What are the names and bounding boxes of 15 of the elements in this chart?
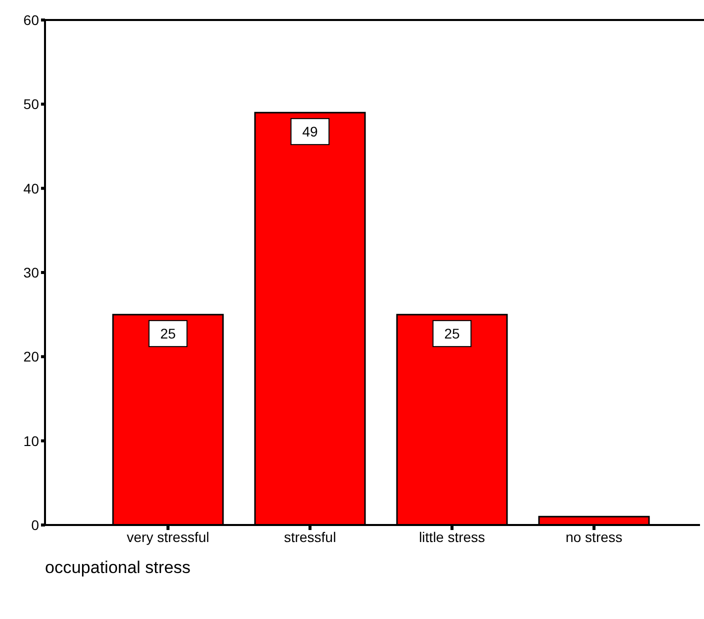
x-tick-label: little stress [418,528,486,545]
y-tick-label: 50 [23,96,40,112]
x-tick-label: no stress [566,528,622,545]
y-tick-label: 60 [23,12,40,28]
data-label: 25 [160,326,176,342]
y-tick-label: 10 [23,432,40,449]
x-tick-label: very stressful [126,528,210,545]
x-tick-label: stressful [284,528,336,545]
data-label: 49 [302,124,318,140]
x-axis-title: occupational stress [45,558,191,578]
y-tick-label: 30 [23,264,40,280]
y-tick-label: 40 [23,180,40,196]
data-label: 25 [444,326,460,342]
y-tick-label: 0 [31,516,40,533]
y-tick-label: 20 [23,348,40,365]
